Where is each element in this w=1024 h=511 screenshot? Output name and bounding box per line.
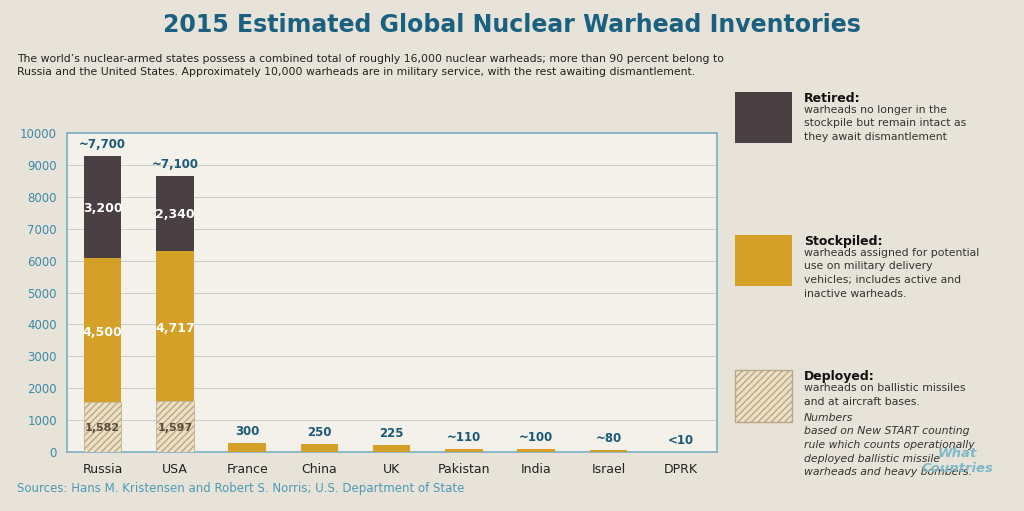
Text: 1,597: 1,597 (158, 423, 193, 433)
Text: ~110: ~110 (446, 431, 481, 444)
Text: 2,340: 2,340 (155, 208, 195, 221)
Bar (590, 450, 628, 452)
Text: ~80: ~80 (595, 432, 622, 445)
Text: 3,200: 3,200 (83, 202, 123, 216)
Bar (84, 402, 122, 452)
Text: 225: 225 (380, 427, 403, 440)
Text: 250: 250 (307, 427, 332, 439)
Bar (301, 444, 338, 452)
Text: The world’s nuclear-armed states possess a combined total of roughly 16,000 nucl: The world’s nuclear-armed states possess… (17, 54, 724, 77)
Text: warheads assigned for potential
use on military delivery
vehicles; includes acti: warheads assigned for potential use on m… (804, 248, 979, 298)
Bar (156, 401, 194, 452)
Text: ~7,700: ~7,700 (79, 138, 126, 151)
Text: 2015 Estimated Global Nuclear Warhead Inventories: 2015 Estimated Global Nuclear Warhead In… (163, 13, 861, 37)
Text: Deployed:: Deployed: (804, 370, 874, 383)
Text: Stockpiled:: Stockpiled: (804, 235, 883, 248)
Text: 4,717: 4,717 (155, 322, 195, 335)
Text: 4,500: 4,500 (83, 326, 123, 339)
Text: warheads on ballistic missiles
and at aircraft bases.: warheads on ballistic missiles and at ai… (804, 383, 966, 407)
Bar (445, 449, 482, 452)
Text: 300: 300 (234, 425, 259, 438)
Bar (228, 443, 266, 452)
Bar (156, 176, 194, 250)
Text: warheads no longer in the
stockpile but remain intact as
they await dismantlemen: warheads no longer in the stockpile but … (804, 105, 966, 142)
Bar (84, 156, 122, 258)
Text: <10: <10 (668, 434, 693, 447)
Text: Sources: Hans M. Kristensen and Robert S. Norris; U.S. Department of State: Sources: Hans M. Kristensen and Robert S… (17, 482, 465, 495)
Text: ~7,100: ~7,100 (152, 158, 199, 171)
Text: ~100: ~100 (519, 431, 553, 444)
Text: Numbers
based on New START counting
rule which counts operationally
deployed bal: Numbers based on New START counting rule… (804, 413, 975, 477)
Text: 1,582: 1,582 (85, 423, 120, 433)
Text: What
Countries: What Countries (922, 447, 993, 475)
Text: Retired:: Retired: (804, 92, 860, 105)
Bar (517, 449, 555, 452)
Bar (373, 445, 411, 452)
Bar (156, 250, 194, 401)
Bar (84, 258, 122, 402)
